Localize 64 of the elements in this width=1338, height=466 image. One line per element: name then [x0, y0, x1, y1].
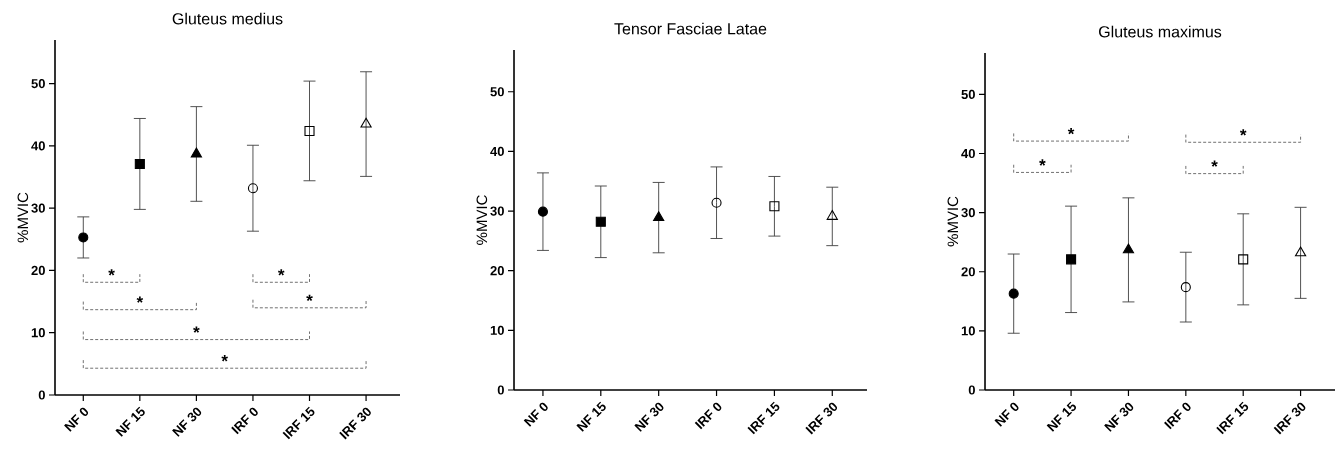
- x-tick-label: NF 0: [523, 402, 548, 427]
- annotation: *: [1067, 128, 1075, 135]
- x-tick-label: IRF 30: [1273, 402, 1306, 435]
- point: [304, 125, 315, 136]
- point: [1008, 288, 1019, 299]
- y-tick-label: 20: [31, 265, 45, 276]
- y-axis-title: %MVIC: [947, 196, 959, 247]
- chart-title: Tensor Fasciae Latae: [614, 22, 767, 35]
- point: [1066, 254, 1077, 265]
- x-tick-label: IRF 30: [339, 407, 371, 440]
- point: [78, 232, 89, 243]
- y-tick-label: 50: [31, 78, 45, 89]
- annotation: *: [193, 326, 200, 333]
- x-tick-label: NF 30: [634, 402, 664, 432]
- y-tick-label: 10: [490, 325, 504, 335]
- y-tick-label: 10: [961, 326, 975, 336]
- point: [1122, 243, 1135, 254]
- y-axis-title: %MVIC: [476, 195, 488, 245]
- y-tick-label: 0: [38, 390, 45, 400]
- point: [1238, 254, 1249, 265]
- point: [247, 183, 258, 194]
- x-tick-label: IRF 0: [694, 402, 722, 430]
- point: [1294, 246, 1307, 257]
- point: [190, 147, 203, 158]
- chart-title: Gluteus medius: [172, 12, 283, 25]
- x-tick-label: IRF 30: [805, 402, 838, 435]
- x-tick-label: IRF 15: [1216, 401, 1249, 435]
- x-tick-label: NF 0: [64, 407, 89, 432]
- x-tick-label: NF 15: [1046, 401, 1077, 432]
- x-tick-label: NF 30: [1104, 402, 1134, 432]
- y-tick-label: 0: [497, 385, 504, 395]
- annotation: *: [1039, 159, 1046, 166]
- y-tick-label: 30: [961, 208, 975, 218]
- y-tick-label: 50: [490, 87, 504, 97]
- y-tick-label: 10: [31, 328, 45, 338]
- y-tick-label: 40: [31, 141, 45, 151]
- y-axis-title: %MVIC: [17, 192, 29, 243]
- y-tick-label: 50: [961, 89, 975, 99]
- chart-title: Gluteus maximus: [1099, 25, 1222, 38]
- y-tick-label: 40: [961, 148, 975, 159]
- x-tick-label: IRF 15: [747, 401, 780, 435]
- x-tick-label: IRF 15: [282, 406, 315, 440]
- annotation: *: [1211, 160, 1218, 167]
- y-tick-label: 30: [490, 206, 504, 216]
- x-tick-label: IRF 0: [231, 407, 258, 435]
- x-tick-label: NF 15: [576, 401, 606, 432]
- annotation: *: [136, 296, 144, 303]
- x-tick-label: NF 15: [115, 406, 145, 437]
- y-tick-label: 20: [961, 267, 975, 277]
- annotation: *: [1239, 129, 1247, 136]
- annotation: *: [277, 269, 285, 276]
- y-tick-label: 40: [490, 146, 504, 157]
- annotation: *: [221, 355, 228, 362]
- x-tick-label: NF 0: [994, 402, 1019, 427]
- x-tick-label: IRF 0: [1164, 402, 1191, 430]
- y-tick-label: 20: [490, 266, 504, 276]
- annotation: *: [108, 269, 115, 276]
- annotation: *: [306, 294, 313, 301]
- y-tick-label: 30: [31, 203, 45, 213]
- y-tick-label: 0: [968, 385, 975, 395]
- x-tick-label: NF 30: [172, 407, 202, 437]
- point: [1180, 282, 1191, 293]
- point: [134, 158, 145, 169]
- point: [360, 117, 372, 128]
